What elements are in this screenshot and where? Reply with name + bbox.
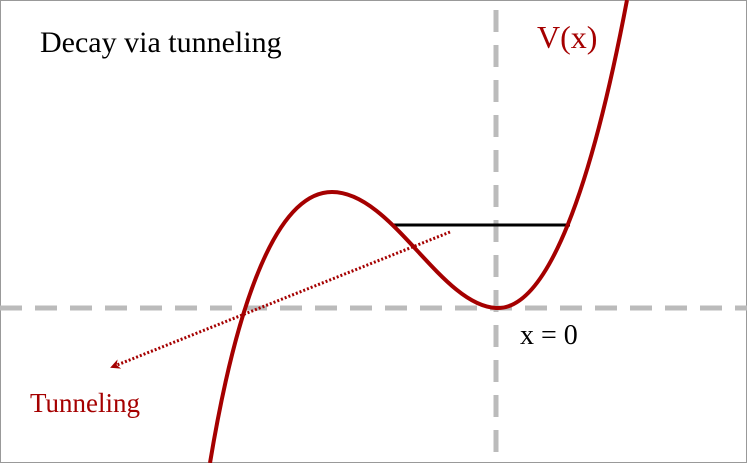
potential-curve [208,0,629,463]
tunneling-arrow [110,230,451,369]
origin-label: x = 0 [520,320,578,351]
arrow-label: Tunneling [30,388,140,418]
curve-label: V(x) [537,19,597,55]
title: Decay via tunneling [40,26,282,59]
